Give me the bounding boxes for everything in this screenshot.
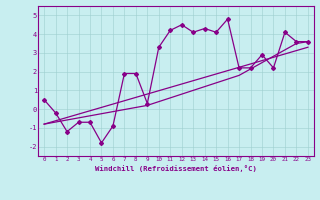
X-axis label: Windchill (Refroidissement éolien,°C): Windchill (Refroidissement éolien,°C) xyxy=(95,165,257,172)
